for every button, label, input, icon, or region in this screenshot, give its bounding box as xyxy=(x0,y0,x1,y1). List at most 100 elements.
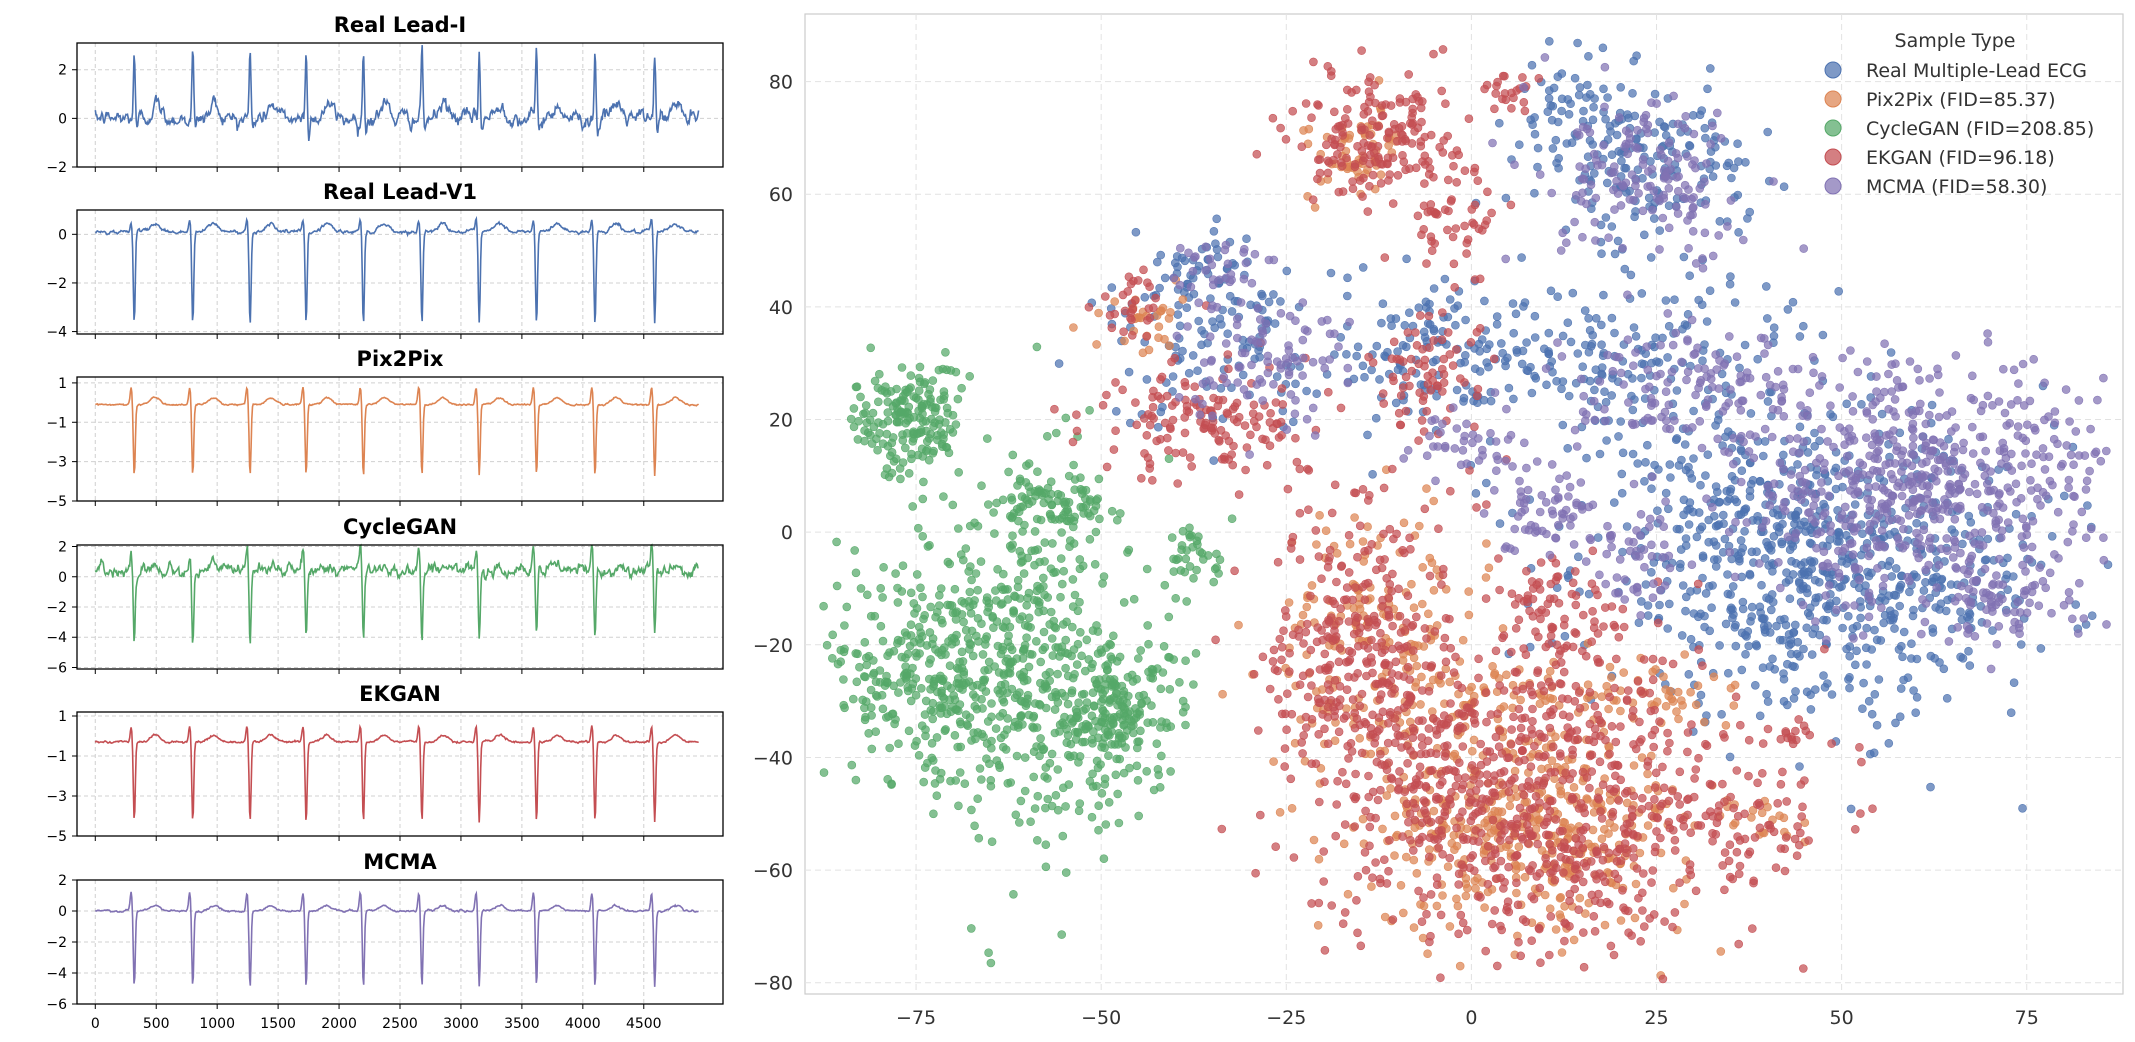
tsne-point xyxy=(1544,328,1554,338)
tsne-point xyxy=(1584,347,1594,357)
tsne-point xyxy=(884,712,893,721)
tsne-point xyxy=(887,447,897,457)
tsne-point xyxy=(909,434,918,443)
tsne-point xyxy=(1470,364,1480,374)
tsne-ytick-label: 0 xyxy=(781,522,793,544)
tsne-point xyxy=(2036,644,2046,653)
tsne-point xyxy=(906,371,916,380)
tsne-point xyxy=(1309,835,1319,845)
tsne-point xyxy=(1552,863,1561,873)
tsne-point xyxy=(967,575,976,585)
tsne-point xyxy=(1557,948,1567,957)
tsne-point xyxy=(1076,473,1085,483)
tsne-point xyxy=(1011,810,1021,820)
tsne-point xyxy=(1475,779,1484,788)
tsne-point xyxy=(1726,683,1736,693)
tsne-point xyxy=(1315,155,1324,164)
tsne-point xyxy=(921,725,930,734)
tsne-point xyxy=(1432,716,1441,726)
tsne-point xyxy=(1663,728,1672,738)
tsne-point xyxy=(1530,741,1539,751)
tsne-point xyxy=(1670,295,1679,305)
tsne-point xyxy=(1458,742,1468,751)
tsne-point xyxy=(878,439,888,449)
tsne-point xyxy=(860,408,870,418)
tsne-point xyxy=(1574,90,1584,100)
tsne-point xyxy=(878,704,888,714)
tsne-point xyxy=(1339,714,1349,723)
tsne-point xyxy=(1376,785,1385,795)
tsne-point xyxy=(1357,748,1367,758)
tsne-point xyxy=(1094,474,1104,484)
tsne-point xyxy=(1036,515,1046,525)
tsne-point xyxy=(931,645,940,654)
tsne-point xyxy=(1165,684,1175,694)
tsne-point xyxy=(1516,732,1526,742)
tsne-point xyxy=(1358,582,1367,592)
tsne-point xyxy=(1340,595,1349,605)
tsne-point xyxy=(1022,600,1031,610)
tsne-point xyxy=(1079,689,1089,699)
tsne-point xyxy=(1432,901,1442,911)
tsne-point xyxy=(1391,398,1401,408)
tsne-point xyxy=(1702,317,1712,326)
tsne-point xyxy=(1181,554,1191,564)
tsne-point xyxy=(1584,589,1594,599)
tsne-point xyxy=(1616,722,1625,731)
tsne-point xyxy=(1700,717,1709,727)
tsne-point xyxy=(1827,690,1837,699)
tsne-point xyxy=(1209,577,1218,587)
tsne-point xyxy=(1927,400,1937,410)
tsne-point xyxy=(1958,539,1967,549)
tsne-point xyxy=(2087,611,2097,621)
tsne-point xyxy=(1329,702,1338,712)
tsne-point xyxy=(1484,563,1494,573)
tsne-point xyxy=(1545,806,1555,816)
tsne-point xyxy=(1112,406,1121,416)
tsne-point xyxy=(1156,407,1166,417)
tsne-point xyxy=(1702,741,1712,751)
tsne-point xyxy=(1617,469,1627,479)
tsne-point xyxy=(833,659,843,669)
tsne-point xyxy=(1415,770,1425,780)
tsne-point xyxy=(1895,601,1904,611)
tsne-point xyxy=(1664,321,1674,331)
tsne-point xyxy=(1409,923,1419,932)
tsne-point xyxy=(1133,775,1143,785)
tsne-point xyxy=(1501,361,1510,371)
tsne-point xyxy=(1640,922,1649,931)
tsne-point xyxy=(1446,643,1455,653)
tsne-point xyxy=(1571,864,1580,874)
tsne-point xyxy=(1074,806,1084,816)
tsne-point xyxy=(1384,866,1393,876)
tsne-point xyxy=(1645,914,1654,923)
tsne-point xyxy=(1029,772,1038,782)
tsne-point xyxy=(1570,73,1580,83)
tsne-point xyxy=(1371,813,1380,823)
tsne-point xyxy=(1320,724,1329,734)
tsne-point xyxy=(1517,746,1527,756)
tsne-point xyxy=(1111,770,1121,780)
tsne-point xyxy=(1061,413,1071,423)
tsne-point xyxy=(1298,749,1307,758)
tsne-point xyxy=(1152,739,1162,749)
tsne-point xyxy=(1512,878,1521,888)
tsne-point xyxy=(1982,555,1991,565)
tsne-point xyxy=(1327,508,1337,518)
tsne-point xyxy=(1504,753,1514,762)
tsne-point xyxy=(1715,641,1724,650)
tsne-point xyxy=(1178,696,1188,706)
tsne-point xyxy=(1343,105,1352,114)
tsne-point xyxy=(1540,890,1550,900)
tsne-point xyxy=(1851,824,1860,834)
tsne-point xyxy=(1403,591,1413,601)
tsne-point xyxy=(903,649,913,659)
tsne-point xyxy=(1104,751,1113,761)
tsne-point xyxy=(1264,297,1274,307)
tsne-point xyxy=(1041,840,1051,850)
tsne-point xyxy=(1350,822,1359,831)
tsne-point xyxy=(1965,661,1975,670)
tsne-point xyxy=(1546,286,1556,296)
ecg-ytick-label: 0 xyxy=(58,904,67,920)
tsne-point xyxy=(1189,680,1198,689)
